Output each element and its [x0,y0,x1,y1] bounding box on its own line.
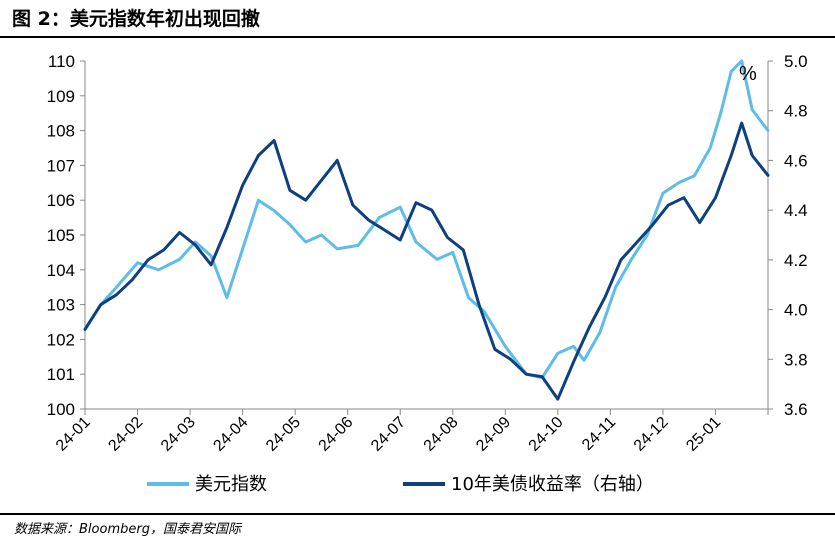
right-axis-unit: % [739,63,757,85]
x-tick-label: 24-01 [53,414,94,455]
left-tick-label: 101 [47,365,75,384]
left-tick-label: 107 [47,156,75,175]
right-tick-label: 4.4 [784,201,808,220]
x-tick-label: 24-07 [368,414,409,455]
right-tick-label: 4.8 [784,102,808,121]
source-note: 数据来源：Bloomberg，国泰君安国际 [14,522,241,537]
left-tick-label: 103 [47,296,75,315]
right-tick-label: 4.2 [784,251,808,270]
x-tick-label: 24-12 [631,414,672,455]
chart-lines [83,59,770,401]
x-tick-label: 24-02 [105,414,146,455]
dxy-series-line [83,59,770,380]
x-tick-label: 24-08 [421,414,462,455]
source-rule [0,513,835,515]
right-tick-label: 5.0 [784,52,808,71]
title-rule [0,36,835,38]
right-tick-label: 4.6 [784,151,808,170]
x-tick-label: 24-03 [158,414,199,455]
left-tick-label: 100 [47,400,75,419]
left-tick-label: 105 [47,226,75,245]
chart-axes [80,60,773,415]
x-tick-label: 24-06 [316,414,357,455]
left-tick-label: 106 [47,191,75,210]
ust10y-series-line [83,121,770,401]
left-tick-label: 104 [47,261,75,280]
legend-label-dxy: 美元指数 [195,474,267,495]
x-tick-label: 24-04 [210,414,251,455]
legend: 美元指数 10年美债收益率（右轴） [147,474,654,495]
legend-label-ust10y: 10年美债收益率（右轴） [451,474,654,495]
x-tick-label: 24-09 [473,414,514,455]
right-tick-label: 4.0 [784,301,808,320]
x-tick-label: 24-05 [263,414,304,455]
x-tick-label: 24-11 [579,414,619,454]
figure-title: 图 2：美元指数年初出现回撤 [12,8,260,30]
right-tick-label: 3.8 [784,350,808,369]
left-tick-label: 110 [48,52,75,71]
left-tick-label: 108 [47,122,75,141]
right-tick-label: 3.6 [784,400,808,419]
left-tick-label: 102 [47,330,75,349]
left-tick-label: 109 [47,87,75,106]
x-tick-label: 24-10 [526,414,567,455]
x-tick-label: 25-01 [683,414,724,455]
